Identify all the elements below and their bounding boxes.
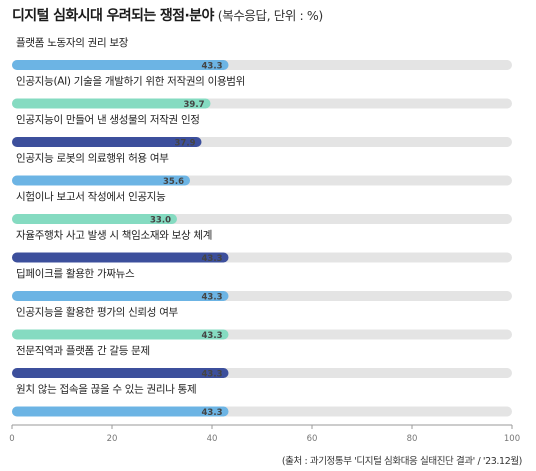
category-label: 인공지능 로봇의 의료행위 허용 여부	[16, 152, 169, 165]
category-label: 딥페이크를 활용한 가짜뉴스	[16, 267, 135, 280]
x-tick-label: 40	[207, 434, 218, 444]
bar	[12, 214, 177, 224]
category-label: 전문직역과 플랫폼 간 갈등 문제	[16, 344, 150, 357]
value-label: 43.3	[202, 331, 223, 341]
bar	[12, 329, 229, 340]
x-tick-label: 0	[9, 434, 14, 444]
category-label: 플랫폼 노동자의 권리 보장	[16, 37, 129, 49]
source-note: (출처 : 과기정통부 '디지털 심화대응 실태진단 결과' / '23.12월…	[281, 456, 523, 467]
category-label: 인공지능을 활용한 평가의 신뢰성 여부	[16, 306, 179, 319]
category-label: 원치 않는 접속을 끊을 수 있는 권리나 통제	[16, 384, 196, 396]
value-label: 33.0	[150, 216, 171, 226]
value-label: 43.3	[202, 370, 223, 380]
x-tick-label: 20	[107, 434, 118, 444]
bar	[12, 252, 229, 263]
category-label: 인공지능(AI) 기술을 개발하기 위한 저작권의 이용범위	[16, 75, 245, 88]
x-tick-label: 60	[307, 434, 318, 444]
bar	[12, 60, 229, 70]
chart-header: 디지털 심화시대 우려되는 쟁점·분야 (복수응답, 단위 : %)	[12, 5, 323, 25]
chart-subtitle: (복수응답, 단위 : %)	[217, 8, 324, 23]
value-label: 43.3	[202, 254, 223, 264]
value-label: 37.9	[175, 139, 196, 149]
value-label: 39.7	[184, 100, 205, 110]
bar	[12, 291, 229, 301]
chart-title: 디지털 심화시대 우려되는 쟁점·분야	[12, 8, 214, 24]
x-tick-label: 80	[407, 434, 418, 444]
value-label: 43.3	[202, 293, 223, 303]
value-label: 43.3	[202, 408, 223, 418]
value-label: 35.6	[163, 177, 184, 187]
category-label: 인공지능이 만들어 낸 생성물의 저작권 인정	[16, 114, 200, 126]
category-label: 자율주행차 사고 발생 시 책임소재와 보상 체계	[16, 229, 212, 242]
value-label: 43.3	[202, 62, 223, 72]
bar	[12, 406, 229, 417]
x-tick-label: 100	[504, 434, 520, 444]
bar	[12, 137, 202, 147]
bar	[12, 98, 211, 109]
bar	[12, 175, 190, 186]
category-label: 시험이나 보고서 작성에서 인공지능	[16, 191, 166, 203]
bar	[12, 368, 229, 378]
